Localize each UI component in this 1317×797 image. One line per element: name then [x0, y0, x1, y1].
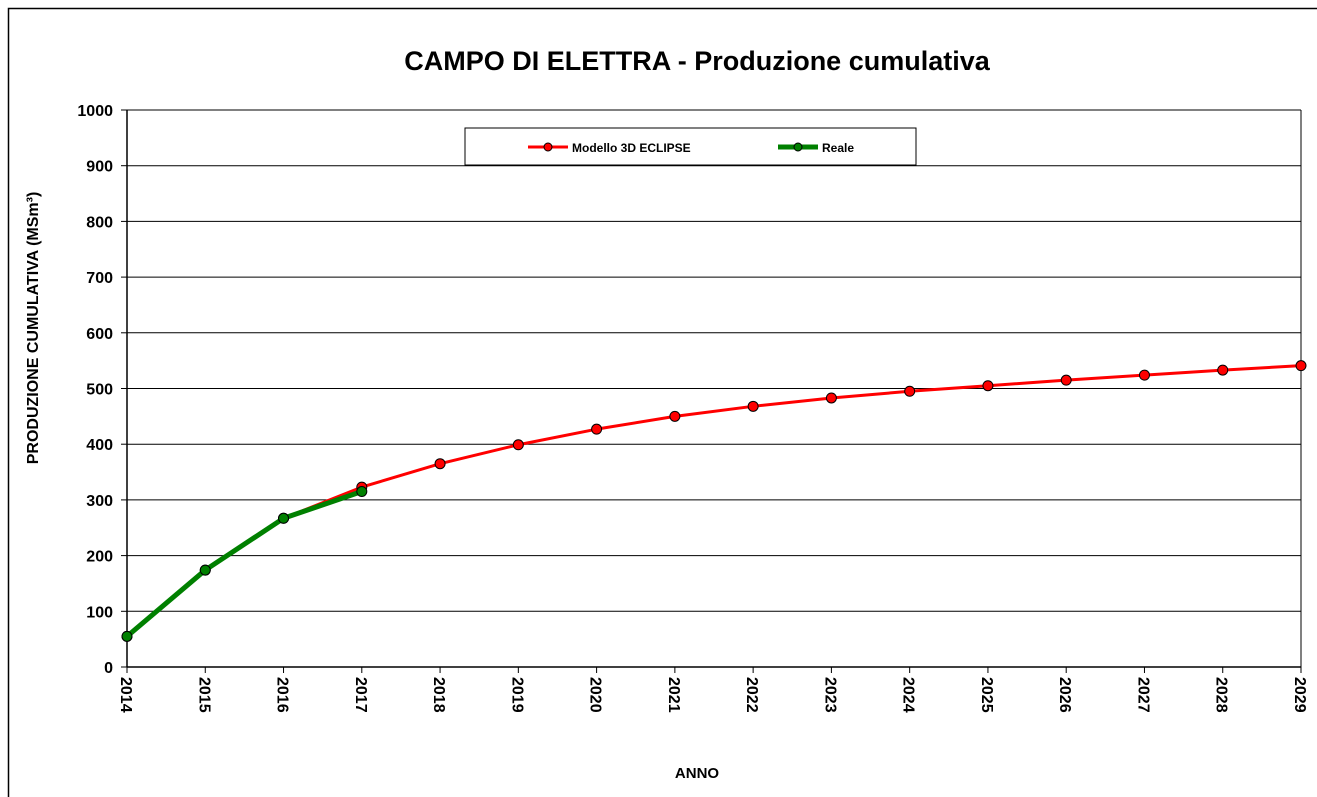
y-tick-label: 0: [104, 660, 113, 677]
data-point: [434, 458, 446, 470]
series-line: [125, 489, 363, 639]
data-point: [904, 385, 916, 397]
x-tick-label: 2026: [1056, 677, 1073, 713]
y-tick-label: 900: [86, 159, 113, 176]
data-point: [512, 439, 524, 451]
data-point: [278, 512, 290, 524]
data-point: [1060, 374, 1072, 386]
y-tick-label: 100: [86, 604, 113, 621]
x-tick-label: 2024: [900, 677, 917, 713]
data-point: [747, 400, 759, 412]
x-tick-label: 2028: [1213, 677, 1230, 713]
legend-label: Reale: [822, 141, 854, 155]
data-point: [1295, 360, 1307, 372]
y-tick-label: 700: [86, 270, 113, 287]
y-tick-label: 400: [86, 437, 113, 454]
y-axis-label: PRODUZIONE CUMULATIVA (MSm³): [25, 192, 42, 465]
y-tick-label: 1000: [77, 103, 113, 120]
x-tick-label: 2025: [978, 677, 995, 713]
data-point: [1217, 364, 1229, 376]
chart-title: CAMPO DI ELETTRA - Produzione cumulativa: [404, 46, 991, 76]
x-tick-label: 2021: [665, 677, 682, 713]
x-tick-label: 2019: [508, 677, 525, 713]
y-tick-label: 800: [86, 214, 113, 231]
y-tick-label: 200: [86, 549, 113, 566]
data-point: [121, 630, 133, 642]
data-point: [356, 486, 368, 498]
data-point: [591, 423, 603, 435]
y-tick-label: 600: [86, 326, 113, 343]
data-point: [199, 564, 211, 576]
data-point: [669, 410, 681, 422]
data-point: [982, 380, 994, 392]
legend: Modello 3D ECLIPSE Reale: [464, 127, 917, 166]
x-axis-label: ANNO: [675, 765, 719, 782]
data-point: [1138, 369, 1150, 381]
chart-frame: [7, 7, 1317, 797]
data-point: [825, 392, 837, 404]
x-tick-label: 2016: [274, 677, 291, 713]
x-tick-label: 2017: [352, 677, 369, 713]
x-tick-label: 2023: [821, 677, 838, 713]
x-tick-label: 2014: [117, 677, 134, 713]
x-tick-label: 2015: [195, 677, 212, 713]
legend-marker: [793, 142, 803, 152]
x-tick-label: 2018: [430, 677, 447, 713]
x-tick-label: 2029: [1291, 677, 1308, 713]
x-tick-label: 2027: [1134, 677, 1151, 713]
series-line: [126, 364, 1302, 638]
y-tick-label: 500: [86, 382, 113, 399]
x-tick-label: 2022: [743, 677, 760, 713]
x-tick-label: 2020: [587, 677, 604, 713]
legend-label: Modello 3D ECLIPSE: [572, 141, 691, 155]
y-tick-label: 300: [86, 493, 113, 510]
legend-marker: [543, 142, 553, 152]
